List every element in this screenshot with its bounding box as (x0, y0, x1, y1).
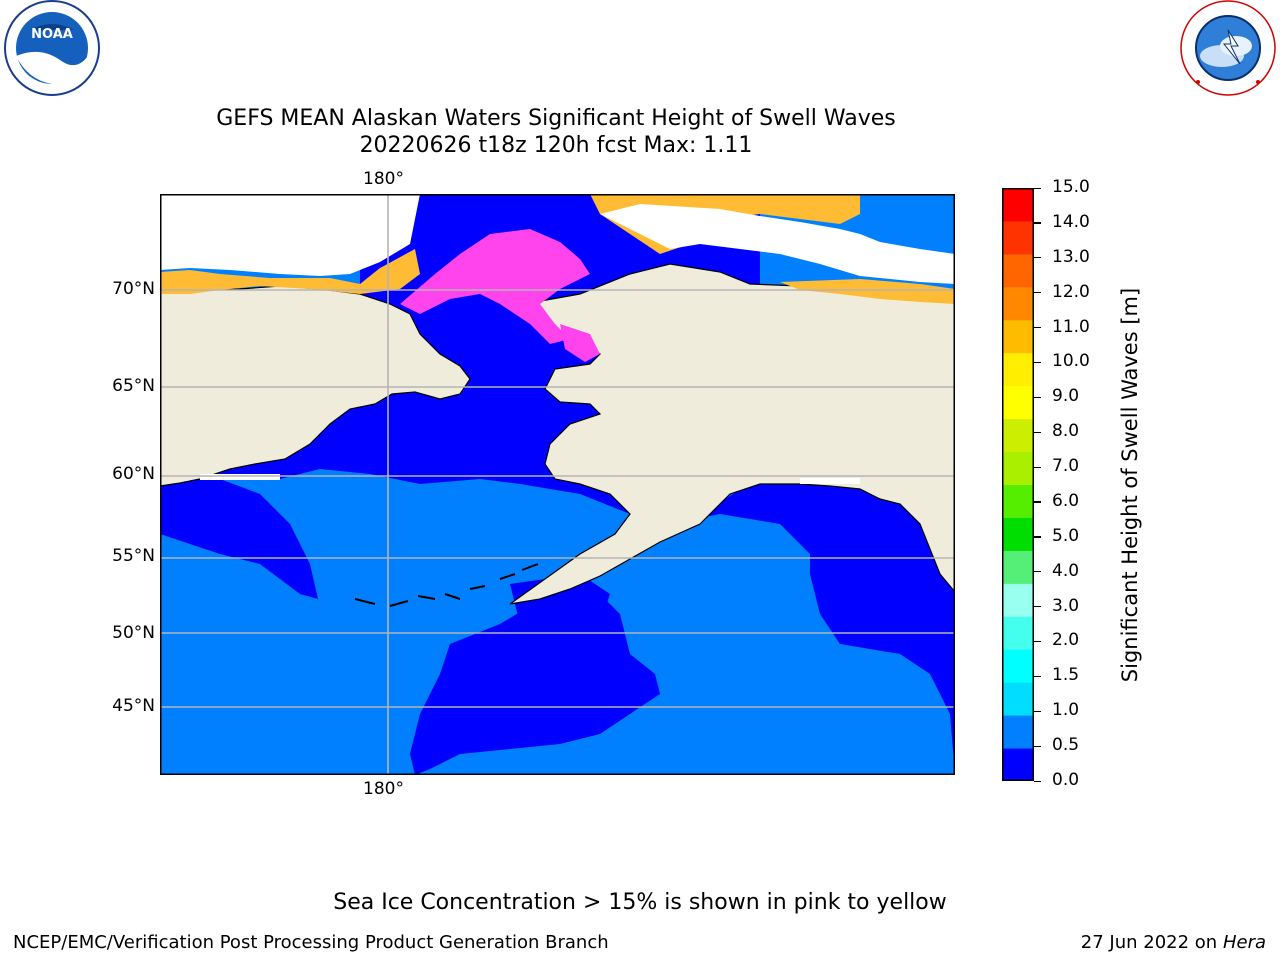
colorbar-tick-label: 13.0 (1052, 246, 1090, 267)
colorbar-tick-mark (1034, 466, 1041, 468)
colorbar-segment (1002, 616, 1034, 650)
colorbar-tick-label: 12.0 (1052, 281, 1090, 302)
colorbar-segment (1002, 583, 1034, 617)
colorbar-tick-mark (1034, 571, 1041, 573)
lon-label-bottom: 180° (363, 779, 404, 799)
open-water-west (160, 194, 420, 276)
footer-note: Sea Ice Concentration > 15% is shown in … (333, 890, 947, 915)
colorbar-tick-mark (1034, 606, 1041, 608)
aleutians (354, 563, 539, 607)
chart-subtitle: 20220626 t18z 120h fcst Max: 1.11 (359, 133, 753, 158)
colorbar-tick-label: 14.0 (1052, 211, 1090, 232)
colorbar-segment (1002, 188, 1034, 222)
colorbar-tick-label: 10.0 (1052, 351, 1090, 372)
sea-ice-edge-east (780, 279, 955, 304)
chart-title: GEFS MEAN Alaskan Waters Significant Hei… (216, 106, 896, 131)
colorbar-tick-mark (1034, 780, 1041, 782)
colorbar-tick-label: 0.0 (1052, 770, 1080, 790)
colorbar-tick-mark (1034, 675, 1041, 678)
map-plot (160, 194, 955, 775)
nws-logo (1180, 0, 1276, 96)
lat-label-60: 60°N (112, 464, 155, 484)
colorbar-tick-label: 11.0 (1052, 316, 1090, 337)
colorbar-tick-label: 9.0 (1052, 386, 1080, 407)
colorbar-segment (1002, 517, 1034, 551)
colorbar-segment (1002, 319, 1034, 354)
footer-date: 27 Jun 2022 on Hera (1081, 932, 1266, 953)
colorbar-tick-label: 2.0 (1052, 630, 1080, 651)
lon-label-top: 180° (363, 169, 404, 189)
lat-label-55: 55°N (112, 546, 155, 566)
colorbar-tick-mark (1034, 710, 1041, 712)
footer-host: Hera (1222, 932, 1266, 953)
colorbar-tick-mark (1034, 361, 1041, 364)
colorbar-tick-label: 4.0 (1052, 560, 1080, 581)
colorbar-tick-mark (1034, 431, 1041, 433)
colorbar-segment (1002, 682, 1034, 716)
footer-date-text: 27 Jun 2022 on (1080, 932, 1218, 953)
colorbar-tick-mark (1034, 745, 1041, 747)
colorbar-segment (1002, 649, 1034, 683)
colorbar (1002, 188, 1034, 781)
colorbar-tick-mark (1034, 187, 1041, 189)
sea-ice-edge-west (160, 249, 420, 294)
colorbar-tick-label: 0.5 (1052, 735, 1080, 756)
gridlines (160, 194, 955, 775)
lat-label-70: 70°N (112, 279, 155, 299)
noaa-logo-text: NOAA (31, 27, 73, 42)
colorbar-segment (1002, 748, 1034, 781)
colorbar-tick-mark (1034, 327, 1041, 329)
colorbar-tick-label: 3.0 (1052, 595, 1080, 616)
colorbar-segment (1002, 253, 1034, 288)
colorbar-tick-label: 15.0 (1052, 177, 1090, 197)
ocean-dark-west (160, 474, 318, 599)
mask-edge-west (200, 474, 280, 480)
ocean-light-east (670, 514, 810, 634)
colorbar-tick-mark (1034, 222, 1041, 224)
colorbar-tick-mark (1034, 501, 1041, 503)
colorbar-segment (1002, 715, 1034, 749)
colorbar-tick-label: 6.0 (1052, 490, 1080, 511)
colorbar-segment (1002, 286, 1034, 321)
colorbar-segment (1002, 484, 1034, 518)
sea-ice-pink-east (560, 324, 600, 362)
colorbar-tick-label: 5.0 (1052, 525, 1080, 546)
colorbar-tick-label: 8.0 (1052, 421, 1080, 442)
lat-label-45: 45°N (112, 696, 155, 716)
lat-label-50: 50°N (112, 623, 155, 643)
sea-ice-pink (400, 229, 590, 344)
colorbar-segment (1002, 352, 1034, 387)
colorbar-segment (1002, 451, 1034, 485)
colorbar-tick-mark (1034, 257, 1041, 259)
colorbar-tick-mark (1034, 292, 1041, 294)
ocean-dark-south (410, 584, 660, 775)
noaa-logo: NOAA (4, 0, 100, 96)
colorbar-tick-label: 1.0 (1052, 700, 1080, 721)
colorbar-tick-label: 1.5 (1052, 665, 1080, 686)
mask-edge-east (800, 478, 860, 484)
colorbar-tick-label: 7.0 (1052, 456, 1080, 477)
ocean-dark-east (680, 479, 955, 775)
colorbar-segment (1002, 220, 1034, 255)
colorbar-segment (1002, 385, 1034, 420)
lat-label-65: 65°N (112, 376, 155, 396)
colorbar-label: Significant Height of Swell Waves [m] (1118, 287, 1142, 683)
colorbar-tick-mark (1034, 640, 1041, 643)
colorbar-segment (1002, 550, 1034, 584)
open-water-north (600, 204, 955, 284)
colorbar-tick-mark (1034, 396, 1041, 398)
colorbar-tick-mark (1034, 536, 1041, 538)
colorbar-segment (1002, 418, 1034, 453)
footer-credit: NCEP/EMC/Verification Post Processing Pr… (13, 932, 609, 953)
